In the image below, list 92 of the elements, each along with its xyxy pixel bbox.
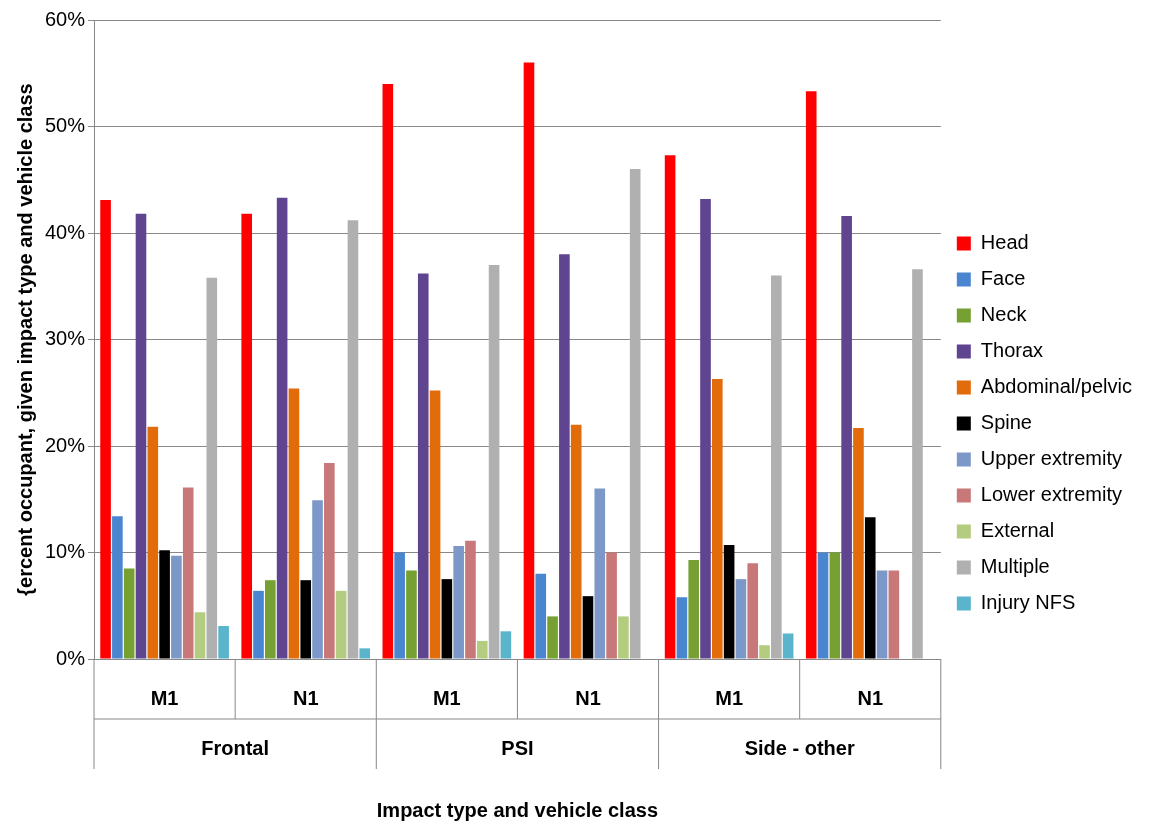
- bar: [135, 213, 147, 659]
- y-tick-label: 0%: [56, 646, 86, 669]
- bar: [112, 516, 123, 659]
- bar: [441, 579, 453, 659]
- text: PSI: [501, 736, 534, 759]
- bar: [829, 552, 841, 659]
- bar: [582, 596, 594, 659]
- x-tick-label: N1: [857, 686, 884, 709]
- bar: [618, 616, 629, 659]
- legend-label: Neck: [980, 303, 1028, 326]
- bar: [182, 487, 194, 659]
- bar: [500, 631, 512, 659]
- y-axis-title: {ercent occupant, given impact type and vehicle class: [13, 83, 36, 596]
- legend-label: Face: [980, 267, 1026, 290]
- bar: [723, 545, 735, 659]
- bar: [276, 197, 288, 659]
- bar: [735, 579, 747, 659]
- y-tick-label: 20%: [45, 433, 86, 456]
- bar: [300, 580, 312, 659]
- bar: [194, 612, 206, 659]
- bar: [394, 552, 405, 659]
- bar: [841, 215, 852, 659]
- y-tick-label: 30%: [45, 327, 86, 350]
- bar: [347, 220, 359, 659]
- legend-label: Injury NFS: [980, 591, 1076, 614]
- text: Frontal: [201, 736, 270, 759]
- bar: [594, 488, 606, 659]
- bar: [159, 550, 170, 659]
- bar: [417, 273, 429, 659]
- bar: [547, 616, 558, 659]
- bar: [559, 254, 570, 659]
- bar: [782, 633, 794, 659]
- bar: [876, 570, 888, 659]
- x-tick-label: M1: [150, 686, 179, 709]
- legend-label: Multiple: [980, 555, 1050, 578]
- x-tick-label: M1: [715, 686, 744, 709]
- bar: [535, 573, 547, 659]
- bar: [771, 275, 782, 659]
- bar: [570, 424, 582, 659]
- bar: [382, 83, 394, 659]
- bar: [335, 590, 347, 659]
- bar: [476, 640, 488, 659]
- bar: [312, 500, 323, 659]
- bar: [629, 169, 641, 659]
- bar: [676, 597, 688, 659]
- bar: [406, 570, 417, 659]
- bar: [912, 269, 923, 659]
- bar: [206, 277, 218, 659]
- legend-label: Upper extremity: [980, 447, 1122, 470]
- legend-label: Spine: [980, 411, 1032, 434]
- x-axis-title: Impact type and vehicle class: [376, 798, 659, 821]
- bar: [324, 463, 335, 659]
- bar: [241, 213, 253, 659]
- bar: [429, 390, 441, 659]
- bar: [288, 388, 300, 659]
- bar: [523, 62, 535, 659]
- bar: [759, 645, 770, 659]
- bar: [359, 648, 371, 659]
- bar: [100, 199, 111, 659]
- legend-label: Head: [980, 231, 1029, 254]
- y-tick-label: 50%: [45, 114, 86, 137]
- bar: [253, 590, 264, 659]
- bar: [700, 198, 711, 659]
- x-tick-label: N1: [292, 686, 319, 709]
- y-tick-label: 60%: [45, 7, 86, 30]
- bar: [265, 580, 276, 659]
- text: Side - other: [744, 736, 855, 759]
- bar: [712, 378, 723, 659]
- bar: [664, 155, 676, 659]
- bar: [465, 540, 476, 659]
- bar: [888, 570, 900, 659]
- bar: [123, 568, 135, 659]
- bar: [171, 555, 182, 659]
- legend-label: Lower extremity: [980, 483, 1122, 506]
- bar: [817, 552, 829, 659]
- bar: [747, 563, 759, 659]
- legend-label: Thorax: [980, 339, 1044, 362]
- bar: [453, 546, 464, 659]
- legend-label: Abdominal/pelvic: [980, 375, 1133, 398]
- bar: [805, 91, 817, 659]
- bar: [864, 517, 876, 659]
- bar: [147, 426, 159, 659]
- bar: [688, 559, 700, 659]
- bar: [853, 427, 864, 659]
- bar: [606, 552, 617, 659]
- x-tick-label: N1: [575, 686, 601, 709]
- bar: [218, 625, 229, 659]
- x-tick-label: M1: [432, 686, 461, 709]
- y-tick-label: 40%: [45, 220, 86, 243]
- bar: [488, 264, 500, 659]
- y-tick-label: 10%: [45, 540, 86, 563]
- legend-label: External: [980, 519, 1055, 542]
